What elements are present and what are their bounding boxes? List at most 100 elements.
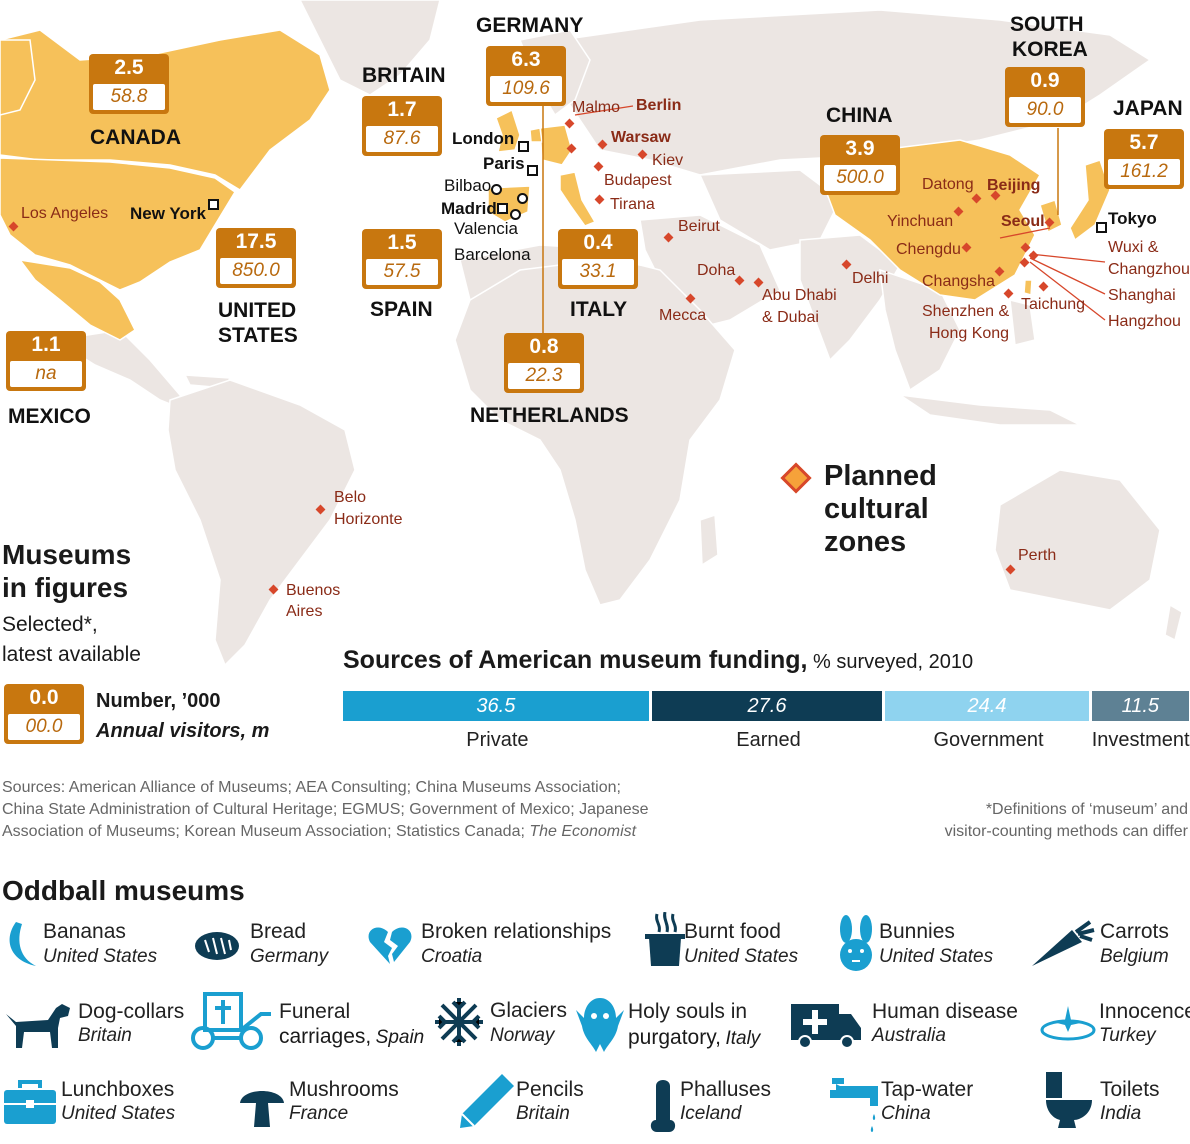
germany-museums: 6.3 — [511, 48, 541, 71]
oddball-name: Lunchboxes — [61, 1078, 175, 1101]
existing-city-square — [527, 165, 538, 176]
us-label-2: STATES — [218, 324, 298, 347]
britain-museums: 1.7 — [387, 98, 417, 121]
netherlands-visitors: 22.3 — [508, 363, 580, 389]
tap-icon — [830, 1078, 878, 1132]
world-map — [0, 0, 1183, 667]
city-barcelona: Barcelona — [454, 245, 531, 264]
netherlands-box: 0.8 22.3 — [504, 333, 584, 393]
museums-subtitle-2: latest available — [2, 643, 141, 666]
existing-city-square — [497, 203, 508, 214]
city-new-york: New York — [130, 204, 206, 223]
canada-box: 2.5 58.8 — [89, 54, 169, 114]
japan-visitors: 161.2 — [1108, 159, 1180, 185]
city-chengdu: Chengdu — [896, 241, 961, 258]
spain-box: 1.5 57.5 — [362, 229, 442, 289]
funding-bar-private: 36.5 — [343, 691, 649, 721]
city-taichung: Taichung — [1021, 296, 1086, 313]
existing-city-square — [1096, 222, 1107, 233]
city-belo-horizonte-2: Horizonte — [334, 511, 403, 528]
sources-line-1: Sources: American Alliance of Museums; A… — [2, 779, 621, 796]
city-bilbao: Bilbao — [444, 176, 492, 195]
italy-label: ITALY — [570, 298, 628, 321]
mexico-museums: 1.1 — [31, 333, 61, 356]
oddball-place: Belgium — [1100, 946, 1169, 967]
funding-category-label: Private — [466, 729, 529, 751]
canada-label: CANADA — [90, 126, 181, 149]
legend-visitors-label: Annual visitors, m — [96, 720, 270, 742]
funding-value-label: 11.5 — [1121, 695, 1160, 717]
mexico-label: MEXICO — [8, 405, 91, 428]
germany-visitors: 109.6 — [490, 76, 562, 102]
us-museums: 17.5 — [235, 230, 277, 253]
japan-label: JAPAN — [1113, 97, 1183, 120]
oddball-name-2: purgatory, — [628, 1026, 721, 1049]
broken-heart-icon — [368, 927, 412, 964]
city-madrid: Madrid — [441, 199, 497, 218]
city-belo-horizonte-1: Belo — [334, 489, 367, 506]
oddball-name: Phalluses — [680, 1078, 772, 1101]
city-buenos-aires-1: Buenos — [286, 582, 341, 599]
sources-economist: The Economist — [529, 823, 637, 840]
funding-value-label: 24.4 — [967, 695, 1007, 717]
banana-icon — [9, 922, 36, 966]
sources-line-3a: Association of Museums; Korean Museum As… — [2, 823, 530, 840]
city-seoul: Seoul — [1001, 213, 1045, 230]
oddball-name: Bananas — [43, 920, 126, 943]
mushroom-icon — [240, 1091, 284, 1127]
oddball-place: Germany — [250, 946, 329, 967]
planned-legend-3: zones — [824, 526, 907, 558]
legend-box: 0.0 00.0 — [4, 684, 84, 744]
oddball-place: Australia — [872, 1025, 946, 1046]
china-museums: 3.9 — [845, 137, 875, 160]
south-korea-box: 0.9 90.0 — [1005, 67, 1085, 127]
funding-value-label: 27.6 — [747, 695, 787, 717]
britain-label: BRITAIN — [362, 64, 446, 87]
city-hong-kong: Hong Kong — [929, 325, 1010, 342]
south-korea-visitors: 90.0 — [1009, 97, 1081, 123]
city-yinchuan: Yinchuan — [887, 213, 954, 230]
oddball-place: Turkey — [1099, 1025, 1156, 1046]
oddball-name: Toilets — [1100, 1078, 1160, 1101]
oddball-place: Croatia — [421, 946, 483, 967]
planned-legend-1: Planned — [824, 460, 937, 492]
japan-museums: 5.7 — [1129, 131, 1159, 154]
oddball-name: Innocence — [1099, 1000, 1190, 1023]
netherlands-label: NETHERLANDS — [470, 404, 629, 427]
funding-value-label: 36.5 — [476, 695, 516, 717]
spain-museums: 1.5 — [387, 231, 417, 254]
china-label: CHINA — [826, 104, 893, 127]
city-beijing: Beijing — [987, 177, 1041, 194]
city-paris: Paris — [483, 154, 525, 173]
legend-visitors: 00.0 — [8, 714, 80, 740]
oddball-name: Bread — [250, 920, 307, 943]
city-berlin: Berlin — [636, 97, 682, 114]
mexico-box: 1.1 na — [6, 331, 86, 391]
oddball-place: Iceland — [680, 1103, 742, 1124]
halo-icon — [1040, 1006, 1096, 1041]
footnote-1: *Definitions of ‘museum’ and — [985, 801, 1188, 818]
snowflake-icon — [435, 998, 483, 1046]
toilet-icon — [1046, 1072, 1092, 1128]
existing-city-square — [208, 199, 219, 210]
sources-line-3: Association of Museums; Korean Museum As… — [2, 821, 636, 843]
oddball-name: Holy souls in — [628, 1000, 748, 1023]
funding-title-unit: % surveyed, 2010 — [807, 651, 974, 673]
japan-box: 5.7 161.2 — [1104, 129, 1184, 189]
oddball-place: France — [289, 1103, 349, 1124]
bread-icon — [195, 932, 239, 960]
city-shanghai: Shanghai — [1108, 287, 1176, 304]
oddball-title: Oddball museums — [2, 875, 245, 906]
china-visitors: 500.0 — [824, 165, 896, 191]
us-box: 17.5 850.0 — [216, 228, 296, 288]
city-valencia: Valencia — [454, 219, 518, 238]
phallus-icon — [650, 1080, 676, 1132]
netherlands-museums: 0.8 — [529, 335, 559, 358]
china-box: 3.9 500.0 — [820, 135, 900, 195]
germany-label: GERMANY — [476, 14, 584, 37]
south-korea-label-2: KOREA — [1012, 38, 1088, 61]
oddball-name: Human disease — [872, 1000, 1018, 1023]
oddball-name: Mushrooms — [289, 1078, 399, 1101]
city-kiev: Kiev — [652, 152, 684, 169]
city-delhi: Delhi — [852, 270, 889, 287]
